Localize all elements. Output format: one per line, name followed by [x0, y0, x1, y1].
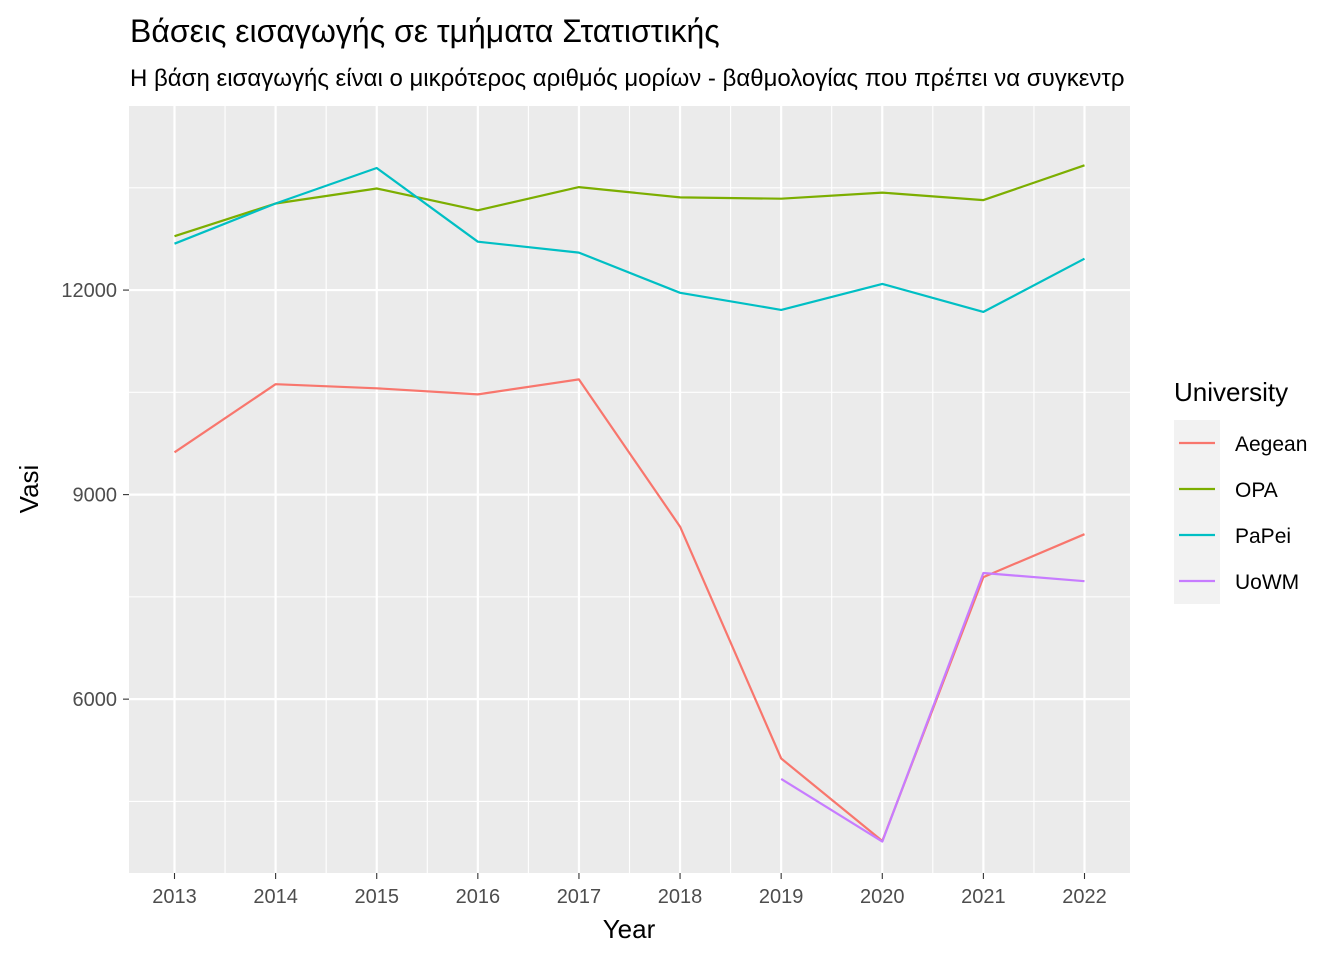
x-axis: 2013 2014 2015 2016 2017 2018 2019 2020 2021 2022 — [152, 873, 1107, 908]
x-tick-label-2014: 2014 — [253, 886, 298, 908]
x-tick-label-2015: 2015 — [354, 886, 399, 908]
legend-label-opa: OPA — [1235, 479, 1278, 502]
x-tick-label-2020: 2020 — [860, 886, 905, 908]
x-tick-label-2016: 2016 — [456, 886, 501, 908]
x-tick-label-2019: 2019 — [759, 886, 804, 908]
legend-label-papei: PaPei — [1235, 525, 1291, 548]
legend-title: University — [1174, 377, 1288, 407]
y-axis: 6000 9000 12000 — [61, 280, 129, 711]
x-tick-label-2021: 2021 — [961, 886, 1006, 908]
x-tick-label-2022: 2022 — [1062, 886, 1107, 908]
y-tick-label-9000: 9000 — [73, 485, 118, 507]
series-line-uowm — [780, 571, 1085, 843]
y-tick-label-6000: 6000 — [73, 689, 118, 711]
x-axis-title: Year — [603, 914, 656, 944]
y-axis-title: Vasi — [14, 465, 44, 514]
chart-subtitle: Η βάση εισαγωγής είναι ο μικρότερος αριθ… — [130, 65, 1125, 92]
x-tick-label-2017: 2017 — [557, 886, 602, 908]
legend-label-aegean: Aegean — [1235, 433, 1307, 456]
series-lines — [173, 164, 1086, 843]
legend: University Aegean OPA PaPei UoWM — [1174, 377, 1307, 604]
x-tick-label-2018: 2018 — [658, 886, 703, 908]
legend-key-background — [1174, 420, 1220, 604]
series-line-papei — [174, 166, 1086, 313]
x-tick-label-2013: 2013 — [152, 886, 197, 908]
y-tick-label-12000: 12000 — [61, 280, 117, 302]
grid-lines — [129, 106, 1130, 873]
legend-label-uowm: UoWM — [1235, 571, 1299, 594]
chart-title: Βάσεις εισαγωγής σε τμήματα Στατιστικής — [130, 13, 720, 49]
series-line-opa — [174, 164, 1085, 238]
